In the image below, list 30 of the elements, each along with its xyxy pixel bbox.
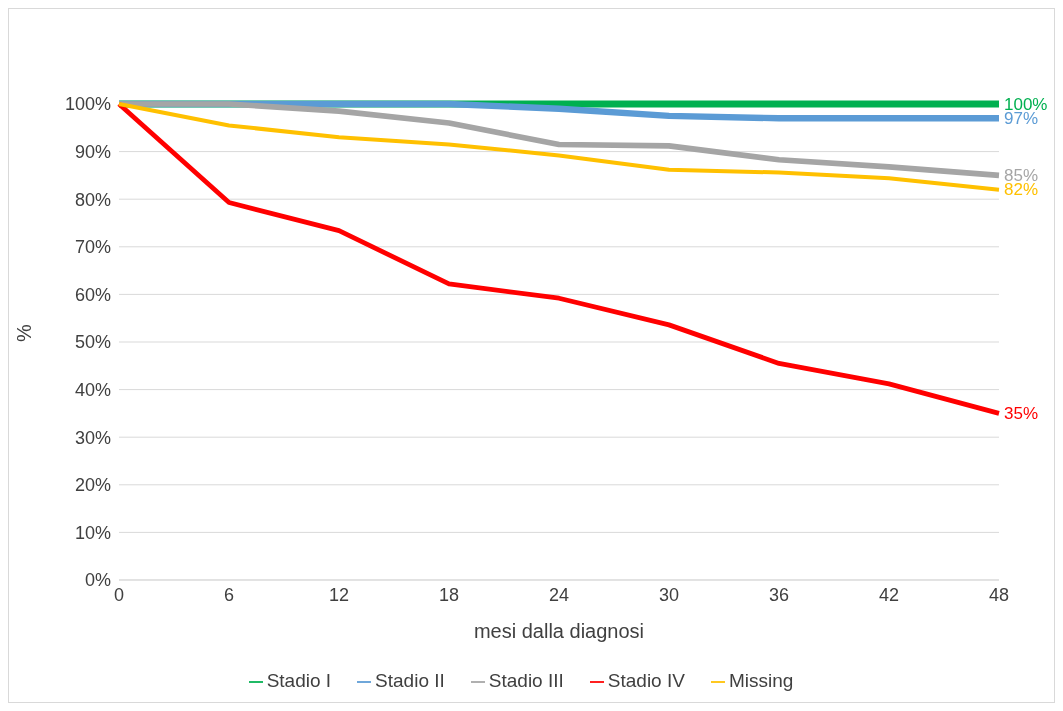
line-series <box>117 102 1001 192</box>
y-tick-label: 40% <box>74 379 111 400</box>
legend-label: Stadio IV <box>607 670 685 691</box>
data-label: 82% <box>1004 180 1039 200</box>
y-tick-label: 10% <box>74 522 111 543</box>
x-axis-title: mesi dalla diagnosi <box>473 620 645 642</box>
x-tick-label: 42 <box>878 584 900 605</box>
data-label: 35% <box>1004 403 1039 423</box>
x-tick-label: 12 <box>328 584 350 605</box>
x-tick-label: 30 <box>658 584 680 605</box>
legend-label: Missing <box>728 670 794 691</box>
y-tick-label: 30% <box>74 427 111 448</box>
y-axis-title: % <box>13 324 36 342</box>
legend-label: Stadio III <box>488 670 564 691</box>
y-tick-label: 50% <box>74 332 111 353</box>
y-tick-label: 20% <box>74 475 111 496</box>
y-tick-label: 60% <box>74 284 111 305</box>
x-tick-label: 36 <box>768 584 790 605</box>
y-tick-label: 90% <box>74 141 111 162</box>
y-tick-label: 100% <box>64 94 111 115</box>
x-tick-label: 48 <box>988 584 1010 605</box>
x-tick-label: 18 <box>438 584 460 605</box>
legend-label: Stadio II <box>375 670 445 691</box>
x-tick-label: 24 <box>548 584 570 605</box>
y-tick-label: 70% <box>74 237 111 258</box>
x-tick-label: 6 <box>223 584 235 605</box>
legend-label: Stadio I <box>266 670 332 691</box>
y-tick-label: 0% <box>84 570 111 591</box>
x-tick-label: 0 <box>113 584 125 605</box>
y-tick-label: 80% <box>74 189 111 210</box>
